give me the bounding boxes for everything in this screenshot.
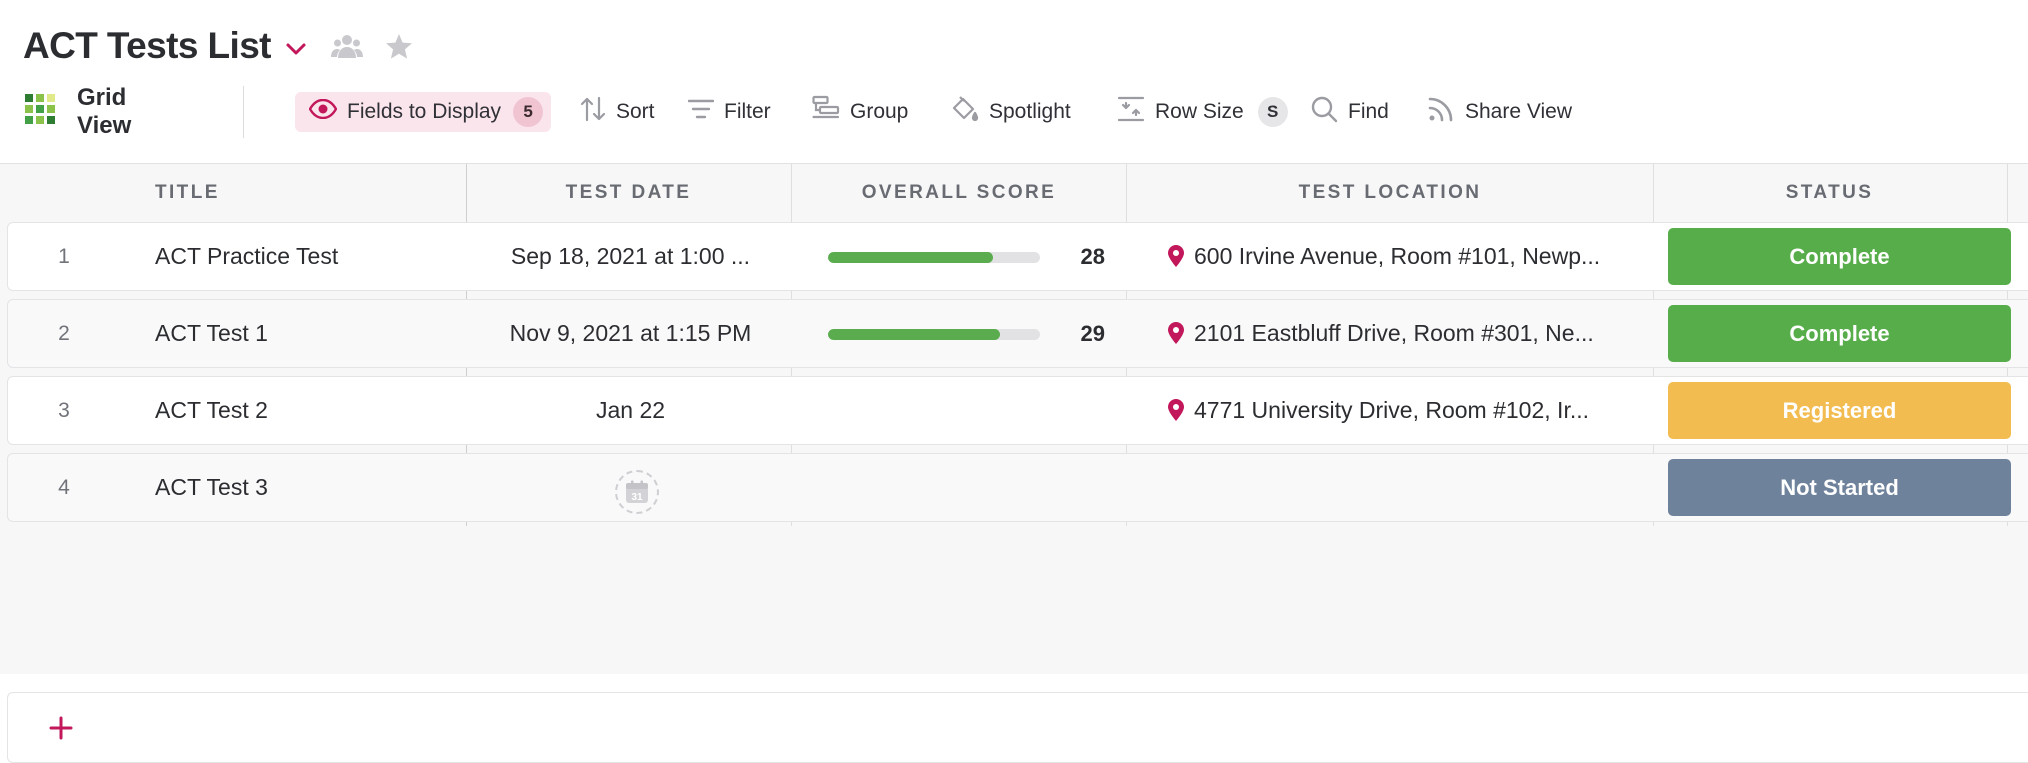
fields-label: Fields to Display	[347, 100, 502, 123]
group-label: Group	[850, 100, 909, 123]
test-date-cell[interactable]: Jan 22	[595, 397, 666, 423]
eye-icon	[308, 98, 338, 125]
sort-label: Sort	[616, 100, 655, 123]
score-value[interactable]: 28	[1080, 243, 1105, 269]
title-cell[interactable]: ACT Test 2	[155, 397, 268, 423]
new-row[interactable]	[7, 692, 2028, 763]
status-badge[interactable]: Not Started	[1668, 459, 2011, 516]
records-grid: TITLE TEST DATE OVERALL SCORE TEST LOCAT…	[0, 164, 2028, 763]
add-record-button[interactable]	[46, 713, 76, 743]
status-badge[interactable]: Complete	[1668, 305, 2011, 362]
find-label: Find	[1348, 100, 1389, 123]
column-header-status[interactable]: STATUS	[1785, 182, 1874, 203]
search-icon	[1310, 95, 1338, 129]
share-view-label: Share View	[1465, 100, 1573, 123]
row-size-label: Row Size	[1155, 100, 1244, 123]
score-value[interactable]: 29	[1080, 320, 1105, 346]
table-row[interactable]: 4 ACT Test 3 31 Not Started	[7, 453, 2028, 522]
table-row[interactable]: 1 ACT Practice Test Sep 18, 2021 at 1:00…	[7, 222, 2028, 291]
location-cell[interactable]: 4771 University Drive, Room #102, Ir...	[1194, 397, 1589, 423]
star-icon[interactable]	[385, 33, 413, 60]
location-cell[interactable]: 600 Irvine Avenue, Room #101, Newp...	[1194, 243, 1601, 269]
location-cell[interactable]: 2101 Eastbluff Drive, Room #301, Ne...	[1194, 320, 1594, 346]
plus-icon	[49, 716, 73, 740]
row-size-value-badge: S	[1257, 97, 1288, 127]
status-badge[interactable]: Registered	[1668, 382, 2011, 439]
location-pin-icon	[1168, 399, 1184, 421]
score-progress-fill	[828, 252, 994, 263]
calendar-icon: 31	[626, 480, 648, 503]
row-number: 4	[58, 475, 70, 499]
location-pin-icon	[1168, 245, 1184, 267]
row-height-icon	[1117, 95, 1145, 129]
fields-count-badge: 5	[513, 97, 544, 127]
test-date-cell[interactable]: Nov 9, 2021 at 1:15 PM	[509, 320, 752, 346]
page-title: ACT Tests List	[23, 25, 271, 66]
grid-view-icon	[25, 94, 55, 130]
test-date-cell[interactable]: Sep 18, 2021 at 1:00 ...	[510, 243, 751, 269]
sort-button[interactable]: Sort	[580, 92, 655, 132]
row-number: 2	[58, 321, 70, 345]
title-cell[interactable]: ACT Test 1	[155, 320, 268, 346]
column-header-test-date[interactable]: TEST DATE	[565, 182, 692, 203]
view-header: ACT Tests List	[0, 0, 2028, 164]
title-row: ACT Tests List	[23, 20, 413, 72]
table-row[interactable]: 2 ACT Test 1 Nov 9, 2021 at 1:15 PM 29 2…	[7, 299, 2028, 368]
spotlight-button[interactable]: Spotlight	[951, 92, 1071, 132]
column-header-title[interactable]: TITLE	[155, 182, 220, 203]
column-header-overall-score[interactable]: OVERALL SCORE	[861, 182, 1057, 203]
score-progress-bar	[828, 252, 1040, 263]
view-switcher[interactable]: Grid View	[25, 84, 131, 139]
spotlight-label: Spotlight	[989, 100, 1071, 123]
add-date-button[interactable]: 31	[615, 470, 659, 514]
group-icon	[812, 95, 840, 129]
chevron-down-icon[interactable]	[285, 42, 307, 56]
filter-label: Filter	[724, 100, 771, 123]
rss-share-icon	[1427, 95, 1455, 129]
status-badge[interactable]: Complete	[1668, 228, 2011, 285]
sort-icon	[580, 96, 606, 128]
group-button[interactable]: Group	[812, 92, 908, 132]
collaborators-icon[interactable]	[330, 32, 363, 60]
fields-to-display-button[interactable]: Fields to Display 5	[295, 92, 552, 132]
filter-button[interactable]: Filter	[687, 92, 771, 132]
filter-icon	[687, 98, 715, 126]
column-header-test-location[interactable]: TEST LOCATION	[1298, 182, 1482, 203]
row-size-button[interactable]: Row Size S	[1117, 92, 1288, 132]
share-view-button[interactable]: Share View	[1427, 92, 1572, 132]
title-cell[interactable]: ACT Test 3	[155, 474, 268, 500]
view-label: Grid View	[77, 84, 132, 139]
table-row[interactable]: 3 ACT Test 2 Jan 22 4771 University Driv…	[7, 376, 2028, 445]
title-cell[interactable]: ACT Practice Test	[155, 243, 339, 269]
row-number: 3	[58, 398, 70, 422]
location-pin-icon	[1168, 322, 1184, 344]
score-progress-bar	[828, 329, 1040, 340]
row-number: 1	[58, 244, 70, 268]
find-button[interactable]: Find	[1310, 92, 1389, 132]
paint-bucket-icon	[951, 95, 979, 129]
score-progress-fill	[828, 329, 1000, 340]
toolbar-divider	[243, 86, 244, 138]
calendar-day-text: 31	[631, 492, 643, 503]
